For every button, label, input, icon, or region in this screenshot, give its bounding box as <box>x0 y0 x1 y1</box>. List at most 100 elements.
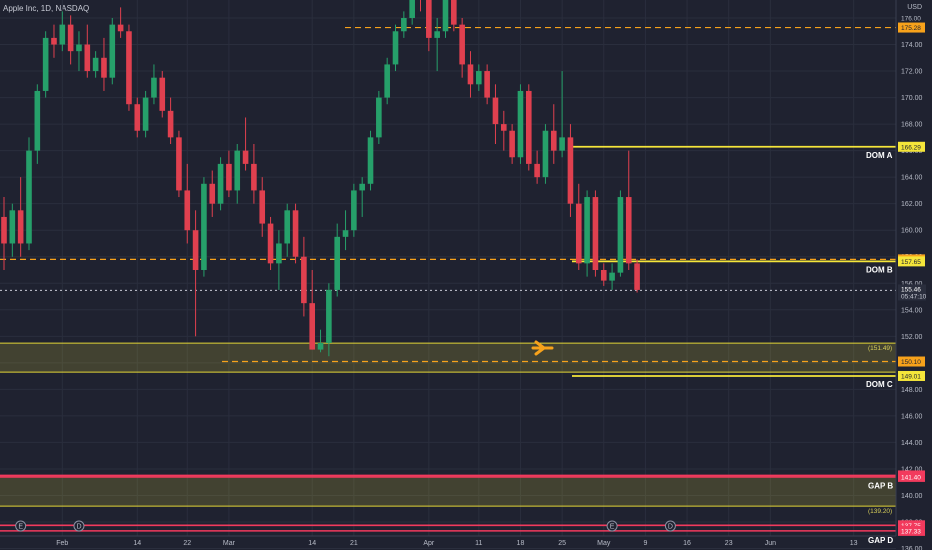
candle-body <box>517 90 524 158</box>
candle-body <box>284 210 291 244</box>
price-tick-label: 148.00 <box>901 387 923 394</box>
candle-body <box>9 210 16 244</box>
candle-body <box>192 230 199 270</box>
candle-body <box>542 130 549 178</box>
event-marker-icon[interactable] <box>73 520 85 532</box>
price-tag <box>898 13 925 23</box>
event-marker-label: D <box>668 524 673 531</box>
zone-box <box>0 475 896 507</box>
candle-body <box>401 18 407 32</box>
candle-body <box>317 342 324 350</box>
candle-body <box>501 124 507 131</box>
candle-body <box>492 97 499 125</box>
candle-body <box>167 110 174 138</box>
candle-body <box>26 150 32 244</box>
candle-body <box>76 44 82 52</box>
candle-body <box>484 71 490 98</box>
price-tag-label: 176.00 <box>901 16 921 23</box>
time-tick-label: Mar <box>223 540 236 547</box>
time-tick-label: 21 <box>350 540 358 547</box>
candle-body <box>367 137 374 184</box>
candle-body <box>575 203 582 264</box>
price-tag <box>898 256 925 267</box>
price-tick-label: 174.00 <box>901 42 923 49</box>
time-tick-label: 13 <box>850 540 858 547</box>
candle-body <box>126 31 132 105</box>
time-tick-label: 14 <box>133 540 141 547</box>
zone-price-note: (151.49) <box>868 345 892 352</box>
candle-body <box>267 223 274 264</box>
zone-box <box>0 343 896 373</box>
candle-body <box>625 197 632 264</box>
candle-body <box>559 137 565 151</box>
time-tick-label: 22 <box>183 540 191 547</box>
candle-body <box>384 64 390 98</box>
price-tick-label: 170.00 <box>901 95 923 102</box>
candle-body <box>509 130 515 158</box>
time-tick-label: 16 <box>683 540 691 547</box>
candle-body <box>442 0 449 32</box>
gap-label: GAP D <box>868 536 893 545</box>
price-tag-label: 166.29 <box>901 144 921 151</box>
price-tag <box>898 471 925 482</box>
price-tick-label: 154.00 <box>901 307 923 314</box>
event-marker-label: E <box>610 524 615 531</box>
candle-body <box>151 77 157 98</box>
price-tick-label: 168.00 <box>901 122 923 129</box>
event-marker-icon[interactable] <box>15 520 27 532</box>
candle-body <box>451 0 457 25</box>
candle-body <box>459 24 465 65</box>
candle-body <box>17 210 24 244</box>
price-tag-label: 157.65 <box>901 259 921 266</box>
price-tag <box>898 520 925 531</box>
price-tag <box>898 141 925 152</box>
candle-body <box>84 44 91 72</box>
candle-body <box>634 263 640 290</box>
time-tick-label: 25 <box>558 540 566 547</box>
candle-body <box>592 197 599 270</box>
candle-body <box>351 190 357 231</box>
price-tick-label: 160.00 <box>901 228 923 235</box>
price-tick-label: 152.00 <box>901 334 923 341</box>
current-price-label: 155.46 <box>901 286 921 293</box>
price-tag <box>898 356 925 367</box>
candle-body <box>476 71 482 85</box>
price-tag-label: 150.10 <box>901 359 921 366</box>
time-tick-label: May <box>597 540 611 547</box>
candle-body <box>92 57 99 72</box>
candle-body <box>142 97 149 131</box>
candle-body <box>242 150 249 164</box>
candle-body <box>334 236 340 290</box>
candle-body <box>467 64 474 85</box>
price-tag <box>898 22 925 33</box>
event-marker-icon[interactable] <box>664 520 676 532</box>
event-marker-icon[interactable] <box>606 520 618 532</box>
current-price-tag <box>898 284 926 301</box>
candle-body <box>567 137 574 204</box>
currency-label: USD <box>907 4 922 11</box>
time-tick-label: Apr <box>423 540 435 547</box>
candle-body <box>276 243 282 264</box>
candle-body <box>259 190 266 224</box>
time-tick-label: 18 <box>517 540 525 547</box>
price-tag-label: 175.28 <box>901 25 921 32</box>
time-tick-label: 9 <box>643 540 647 547</box>
event-marker-label: E <box>18 524 23 531</box>
candle-body <box>134 104 141 131</box>
candle-body <box>201 183 207 270</box>
event-marker-label: D <box>76 524 81 531</box>
candle-body <box>309 303 316 350</box>
candle-body <box>301 256 307 304</box>
level-label: DOM A <box>866 151 893 160</box>
time-tick-label: Jun <box>765 540 776 547</box>
price-tick-label: 144.00 <box>901 440 923 447</box>
candle-body <box>392 31 399 65</box>
candle-body <box>51 37 57 45</box>
price-tick-label: 146.00 <box>901 413 923 420</box>
candle-body <box>251 163 257 191</box>
candle-body <box>617 197 624 273</box>
price-tick-label: 142.00 <box>901 466 923 473</box>
countdown-label: 05:47:10 <box>901 293 927 300</box>
price-tick-label: 172.00 <box>901 69 923 76</box>
